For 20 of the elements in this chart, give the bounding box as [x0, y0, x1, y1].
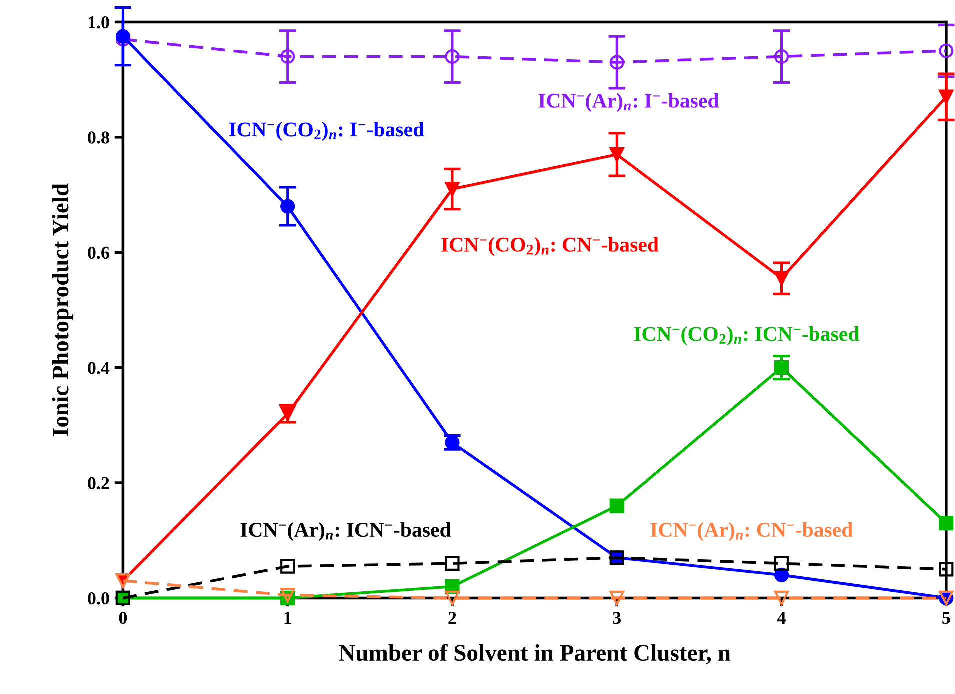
x-tick-label: 1: [284, 612, 292, 624]
text: ICN$^{−}$(Ar)$_{n}$: CN$^{−}$-based: [650, 522, 853, 542]
y-tick-label: 0.0: [88, 592, 110, 605]
y-tick-label: 0.8: [88, 132, 110, 144]
y-axis-title: Ionic Photoproduct Yield: [52, 184, 74, 436]
x-tick-label: 5: [942, 612, 950, 624]
text: ICN$^{−}$(CO$_{2}$)$_{n}$: ICN$^{−}$-based: [634, 326, 860, 346]
text: ICN$^{−}$(CO$_{2}$)$_{n}$: CN$^{−}$-based: [442, 237, 659, 256]
x-axis-title: Number of Solvent in Parent Cluster, n: [339, 644, 731, 665]
y-tick-label: 0.2: [88, 477, 110, 490]
series-label: ICN$^{−}$(Ar)$_{n}$: I$^{−}$-based: [538, 93, 720, 112]
text: ICN$^{−}$(CO$_{2}$)$_{n}$: I$^{−}$-based: [229, 122, 424, 141]
x-tick-label: 0: [119, 612, 128, 624]
series-label: ICN$^{−}$(Ar)$_{n}$: ICN$^{−}$-based: [240, 522, 452, 542]
x-tick-label: 3: [613, 612, 622, 624]
x-tick-label: 2: [448, 612, 456, 624]
y-tick-label: 1.0: [88, 16, 110, 29]
y-tick-label: 0.6: [88, 246, 110, 260]
y-tick-label: 0.4: [88, 362, 110, 374]
x-tick-label: 4: [777, 612, 786, 624]
